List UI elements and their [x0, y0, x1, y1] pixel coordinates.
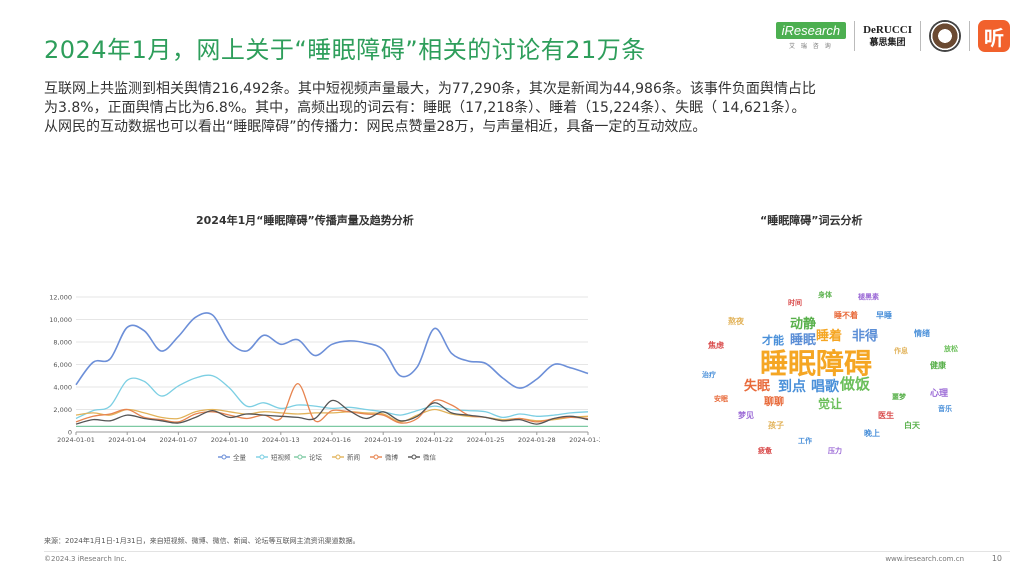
word-cloud-word: 工作: [798, 437, 812, 445]
word-cloud-word: 安眠: [714, 395, 728, 403]
word-cloud-word: 梦见: [738, 411, 754, 420]
iresearch-logo-subtext: 艾 瑞 咨 询: [788, 43, 833, 50]
derucci-logo: DeRUCCI 慕思集团: [863, 23, 912, 48]
word-cloud-word: 唱歌: [811, 379, 839, 395]
summary-line-1: 互联网上共监测到相关舆情216,492条。其中短视频声量最大，为77,290条，…: [44, 81, 816, 97]
word-cloud-word: 才能: [762, 334, 784, 347]
legend-label: 论坛: [309, 453, 323, 462]
word-cloud-word: 作息: [894, 347, 908, 355]
y-tick-label: 12,000: [49, 294, 72, 302]
word-cloud-word: 医生: [878, 411, 894, 420]
summary-line-3: 从网民的互动数据也可以看出“睡眠障碍”的传播力：网民点赞量28万，与声量相近，具…: [44, 119, 707, 135]
legend-swatch-dot: [297, 454, 303, 460]
legend-label: 全量: [233, 453, 247, 462]
logo-divider: [854, 21, 856, 51]
word-cloud-word: 心理: [930, 389, 949, 399]
word-cloud-word: 到点: [778, 379, 806, 395]
ting-app-icon: 听: [978, 20, 1010, 52]
word-cloud: 睡眠障碍 做饭 到点 唱歌 失眠 睡着 非得 动静 睡眠 才能觉让 聊聊 心理 焦虑 情绪健康 熬夜 早睡梦见…: [668, 272, 986, 467]
x-tick-label: 2024-01-25: [467, 436, 505, 444]
y-tick-label: 0: [68, 429, 72, 437]
word-cloud-word: 聊聊: [764, 397, 784, 408]
legend-label: 短视频: [271, 453, 291, 462]
y-tick-label: 8,000: [53, 339, 72, 347]
trend-chart-title: 2024年1月“睡眠障碍”传播声量及趋势分析: [196, 214, 414, 227]
series-line-3: [75, 408, 589, 423]
series-line-1: [75, 374, 589, 420]
website: www.iresearch.com.cn: [885, 555, 964, 563]
word-cloud-word: 健康: [930, 361, 946, 370]
word-cloud-word: 做饭: [840, 375, 871, 393]
trend-line-chart: 0 2,000 4,000 6,000 8,000 10,000 12,000 2024-01…: [49, 294, 600, 462]
word-cloud-word: 焦虑: [708, 341, 724, 350]
iresearch-logo: iResearch 艾 瑞 咨 询: [775, 22, 847, 50]
logo-divider: [969, 21, 970, 51]
legend-swatch-dot: [221, 454, 227, 460]
x-tick-label: 2024-01-28: [518, 436, 556, 444]
y-tick-label: 2,000: [53, 406, 72, 414]
legend-swatch-dot: [373, 454, 379, 460]
word-cloud-word: 时间: [788, 299, 802, 307]
summary-line-2: 为3.8%，正面舆情占比为6.8%。其中，高频出现的词云有：睡眠（17,218条…: [44, 100, 806, 116]
iresearch-logo-text: iResearch: [775, 22, 847, 39]
word-cloud-word: 放松: [944, 345, 958, 353]
footer-divider: [44, 551, 1010, 552]
page-number: 10: [991, 554, 1002, 563]
x-tick-label: 2024-01-22: [416, 436, 454, 444]
word-cloud-word: 治疗: [702, 371, 716, 379]
x-tick-label: 2024-01-04: [108, 436, 146, 444]
x-tick-label: 2024-01-10: [211, 436, 249, 444]
word-cloud-word: 疲惫: [758, 447, 772, 455]
word-cloud-word: 白天: [904, 421, 920, 430]
word-cloud-word: 褪黑素: [858, 293, 879, 301]
x-tick-label: 2024-01-07: [160, 436, 198, 444]
series-line-0: [75, 312, 589, 389]
x-tick-label: 2024-01-16: [313, 436, 351, 444]
derucci-logo-en: DeRUCCI: [863, 23, 912, 36]
x-tick-label: 2024-01-19: [364, 436, 402, 444]
word-cloud-word: 熬夜: [728, 317, 744, 326]
word-cloud-word: 音乐: [938, 405, 952, 413]
word-cloud-word: 非得: [852, 329, 879, 344]
legend-label: 新闻: [347, 453, 360, 462]
word-cloud-word: 觉让: [818, 397, 843, 411]
logo-divider: [920, 21, 921, 51]
word-cloud-word: 早睡: [876, 311, 892, 320]
word-cloud-word: 睡眠障碍: [760, 347, 873, 380]
word-cloud-word: 压力: [828, 447, 842, 455]
word-cloud-word: 噩梦: [892, 393, 906, 401]
word-cloud-word: 睡着: [816, 329, 843, 344]
word-cloud-word: 睡不着: [834, 311, 858, 320]
y-tick-label: 10,000: [49, 316, 72, 324]
y-tick-label: 6,000: [53, 361, 72, 369]
copyright: ©2024.3 iResearch Inc.: [44, 555, 127, 563]
legend-label: 微博: [385, 453, 399, 462]
source-note: 来源：2024年1月1日-1月31日，来自短视频、微博、微信、新闻、论坛等互联网…: [44, 537, 360, 545]
legend-label: 微信: [423, 453, 437, 462]
series-line-5: [75, 399, 589, 425]
word-cloud-word: 身体: [818, 291, 832, 299]
logo-bar: iResearch 艾 瑞 咨 询 DeRUCCI 慕思集团 听: [775, 18, 1010, 54]
slide-title: 2024年1月，网上关于“睡眠障碍”相关的讨论有21万条: [44, 36, 646, 64]
x-tick-label: 2024-01-13: [262, 436, 300, 444]
derucci-logo-cn: 慕思集团: [869, 37, 906, 48]
summary-paragraph: 互联网上共监测到相关舆情216,492条。其中短视频声量最大，为77,290条，…: [44, 80, 984, 137]
word-cloud-word: 失眠: [744, 379, 771, 394]
x-tick-label: 2024-01-31: [569, 436, 600, 444]
word-cloud-word: 睡眠: [790, 333, 817, 348]
legend-swatch-dot: [259, 454, 265, 460]
word-cloud-word: 情绪: [914, 329, 930, 338]
word-cloud-word: 动静: [790, 317, 817, 332]
word-cloud-title: “睡眠障碍”词云分析: [760, 214, 863, 227]
legend-swatch-dot: [335, 454, 341, 460]
word-cloud-word: 晚上: [864, 429, 880, 438]
legend-swatch-dot: [411, 454, 417, 460]
y-tick-label: 4,000: [53, 384, 72, 392]
word-cloud-word: 孩子: [768, 421, 784, 430]
x-tick-label: 2024-01-01: [57, 436, 95, 444]
seal-logo-icon: [929, 20, 961, 52]
